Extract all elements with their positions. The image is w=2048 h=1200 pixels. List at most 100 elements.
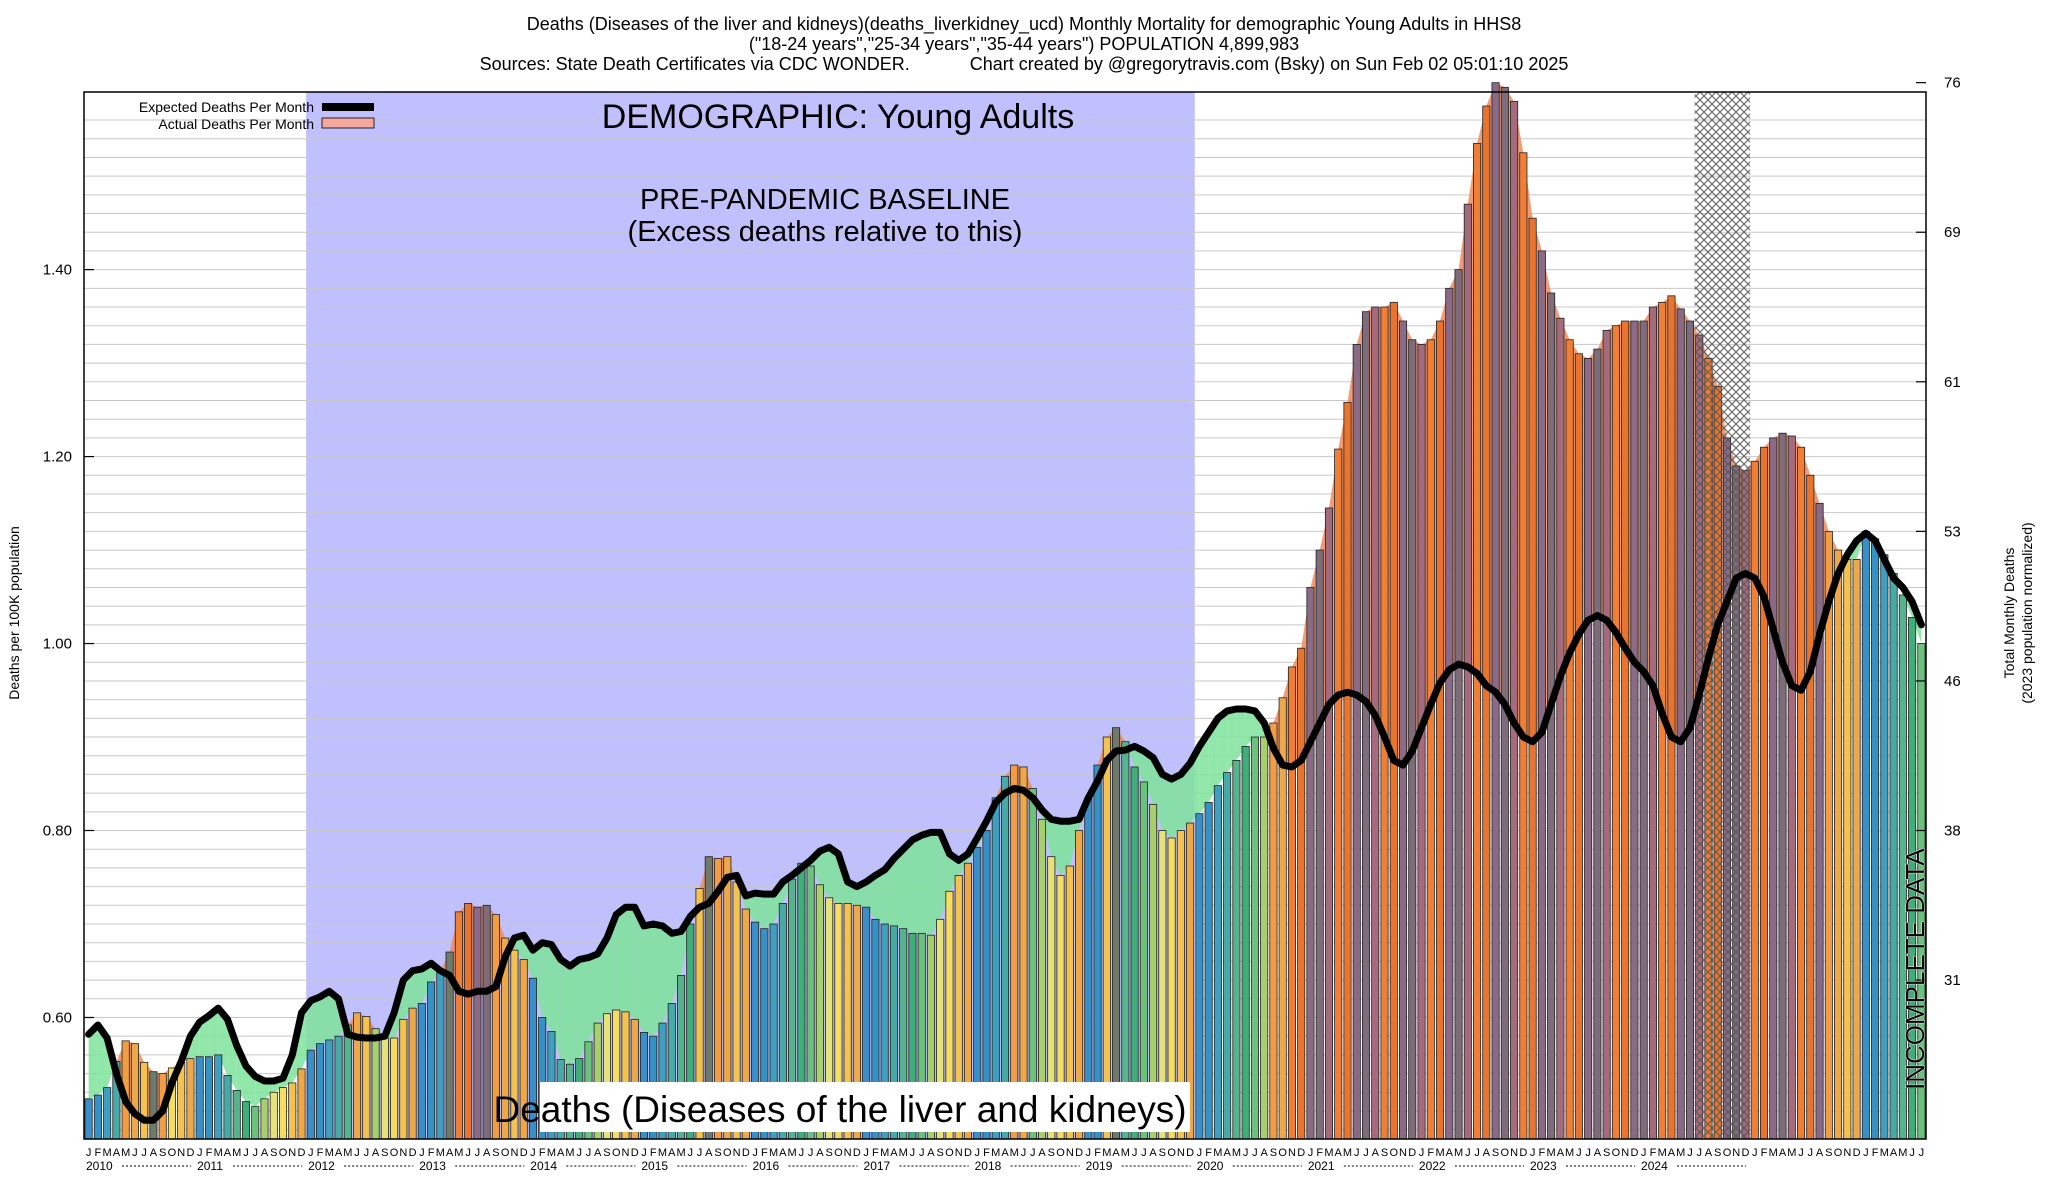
month-label: J (1354, 1147, 1360, 1159)
bar-month-23 (297, 1068, 306, 1140)
month-label: M (1898, 1147, 1907, 1159)
month-label: O (1056, 1147, 1065, 1159)
month-label: N (399, 1147, 407, 1159)
band-segment (1199, 732, 1209, 814)
bar-month-160 (1565, 339, 1574, 1140)
month-label: N (288, 1147, 296, 1159)
month-label: O (279, 1147, 288, 1159)
right-tick-label: 76 (1944, 75, 1961, 92)
month-label: A (1816, 1147, 1824, 1159)
bar-month-34 (399, 1018, 408, 1140)
year-label: 2013 (419, 1159, 446, 1173)
month-label: D (1186, 1147, 1194, 1159)
bar-month-35 (408, 1007, 417, 1140)
bar-month-154 (1510, 100, 1519, 1140)
band-segment (523, 935, 533, 979)
month-label: M (1676, 1147, 1685, 1159)
month-label: D (853, 1147, 861, 1159)
month-label: A (1594, 1147, 1602, 1159)
month-label: J (197, 1147, 203, 1159)
month-label: S (825, 1147, 832, 1159)
band-segment (597, 938, 607, 1024)
month-label: S (603, 1147, 610, 1159)
month-label: S (1048, 1147, 1055, 1159)
month-label: A (705, 1147, 713, 1159)
bar-month-31 (371, 1028, 380, 1140)
band-segment (264, 1081, 274, 1099)
month-label: J (1252, 1147, 1258, 1159)
month-label: J (863, 1147, 869, 1159)
bar-month-38 (436, 970, 445, 1140)
year-label: 2020 (1197, 1159, 1224, 1173)
band-segment (625, 907, 635, 1020)
bar-month-136 (1343, 401, 1352, 1140)
month-label: J (1141, 1147, 1147, 1159)
month-label: A (224, 1147, 232, 1159)
month-label: S (1492, 1147, 1499, 1159)
month-label: M (676, 1147, 685, 1159)
bar-month-36 (417, 1003, 426, 1140)
month-label: O (612, 1147, 621, 1159)
month-label: F (1094, 1147, 1101, 1159)
month-label: D (1742, 1147, 1750, 1159)
band-segment (532, 942, 543, 1018)
month-label: J (1308, 1147, 1314, 1159)
bottom-label-box (540, 1082, 1190, 1132)
bar-month-43 (482, 904, 491, 1140)
month-label: S (937, 1147, 944, 1159)
bar-month-150 (1473, 143, 1482, 1140)
month-label: A (261, 1147, 269, 1159)
bar-month-180 (1750, 460, 1759, 1140)
month-label: M (769, 1147, 778, 1159)
month-label: S (1159, 1147, 1166, 1159)
month-label: A (557, 1147, 565, 1159)
month-label: O (390, 1147, 399, 1159)
bar-month-151 (1482, 105, 1491, 1140)
month-label: M (1658, 1147, 1667, 1159)
month-label: M (121, 1147, 130, 1159)
month-label: J (252, 1147, 258, 1159)
bar-month-169 (1648, 306, 1657, 1140)
band-segment (1217, 710, 1228, 786)
bar-month-148 (1454, 269, 1463, 1140)
month-label: F (983, 1147, 990, 1159)
bottom-cause-label: Deaths (Diseases of the liver and kidney… (493, 1089, 1186, 1130)
month-label: M (547, 1147, 556, 1159)
month-label: M (1787, 1147, 1796, 1159)
month-label: F (761, 1147, 768, 1159)
year-label: 2016 (752, 1159, 779, 1173)
year-label: 2018 (975, 1159, 1002, 1173)
bar-month-20 (269, 1091, 278, 1140)
month-label: A (446, 1147, 454, 1159)
bar-month-165 (1611, 325, 1620, 1140)
bar-month-37 (427, 981, 436, 1140)
band-segment (236, 1045, 246, 1102)
year-label: 2019 (1086, 1159, 1113, 1173)
band-segment (514, 935, 524, 960)
band-segment (903, 839, 913, 934)
bar-month-195 (1889, 573, 1898, 1140)
month-label: F (1872, 1147, 1879, 1159)
month-label: J (752, 1147, 758, 1159)
month-label: S (270, 1147, 277, 1159)
band-segment (1227, 708, 1237, 773)
band-segment (421, 963, 432, 1004)
month-label: A (1335, 1147, 1343, 1159)
month-label: N (1066, 1147, 1074, 1159)
month-label: M (1454, 1147, 1463, 1159)
bar-month-123 (1223, 772, 1232, 1140)
month-label: F (206, 1147, 213, 1159)
month-label: D (1408, 1147, 1416, 1159)
month-label: N (733, 1147, 741, 1159)
bar-month-11 (186, 1058, 195, 1140)
month-label: J (1909, 1147, 1915, 1159)
band-segment (1171, 774, 1181, 838)
month-label: F (1205, 1147, 1212, 1159)
band-segment (208, 1008, 219, 1057)
bar-month-161 (1574, 353, 1583, 1140)
month-label: F (95, 1147, 102, 1159)
bar-month-130 (1287, 666, 1296, 1140)
band-segment (1208, 718, 1218, 803)
month-label: J (1197, 1147, 1203, 1159)
